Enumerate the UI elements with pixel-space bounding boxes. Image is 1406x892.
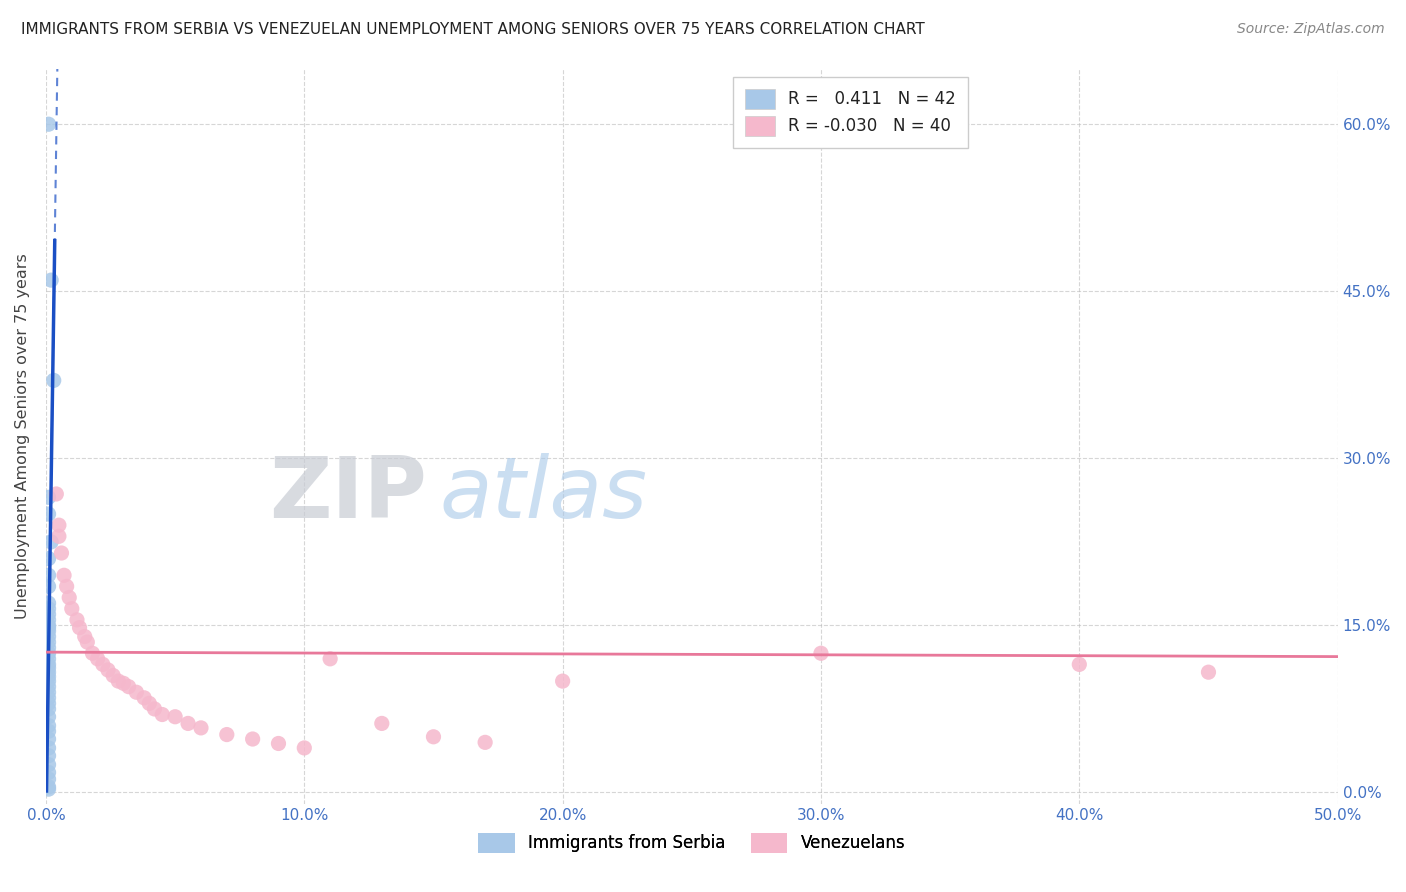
Point [38, 646, 60, 660]
Point [38, 697, 60, 711]
Point [38, 670, 60, 684]
Point [143, 702, 166, 716]
Point [38, 685, 60, 699]
Point [1069, 657, 1091, 672]
Point [82, 646, 104, 660]
Point [91, 657, 114, 672]
Point [38, 772, 60, 786]
Point [69, 621, 91, 635]
Point [38, 724, 60, 739]
Point [48, 518, 70, 533]
Point [51, 546, 73, 560]
Point [292, 740, 315, 755]
Text: atlas: atlas [440, 453, 648, 536]
Point [138, 697, 160, 711]
Point [38, 657, 60, 672]
Point [1198, 665, 1220, 680]
Point [58, 591, 80, 605]
Point [38, 731, 60, 746]
Point [190, 721, 212, 735]
Point [38, 652, 60, 666]
Point [38, 710, 60, 724]
Point [76, 635, 98, 649]
Point [38, 596, 60, 610]
Point [38, 624, 60, 638]
Point [48, 529, 70, 543]
Point [474, 735, 496, 749]
Point [39, 534, 62, 549]
Point [38, 782, 60, 797]
Point [53, 568, 76, 582]
Point [38, 621, 60, 635]
Point [97, 663, 120, 677]
Point [38, 757, 60, 772]
Point [107, 674, 129, 689]
Point [38, 618, 60, 632]
Point [267, 736, 290, 750]
Point [38, 630, 60, 644]
Legend: Immigrants from Serbia, Venezuelans: Immigrants from Serbia, Venezuelans [470, 824, 914, 862]
Text: IMMIGRANTS FROM SERBIA VS VENEZUELAN UNEMPLOYMENT AMONG SENIORS OVER 75 YEARS CO: IMMIGRANTS FROM SERBIA VS VENEZUELAN UNE… [21, 22, 925, 37]
Point [319, 652, 342, 666]
Point [165, 710, 187, 724]
Point [38, 635, 60, 649]
Point [38, 690, 60, 705]
Point [134, 690, 156, 705]
Point [38, 491, 60, 505]
Text: Source: ZipAtlas.com: Source: ZipAtlas.com [1237, 22, 1385, 37]
Point [38, 568, 60, 582]
Point [45, 487, 67, 501]
Point [38, 601, 60, 615]
Point [60, 601, 83, 615]
Point [177, 716, 200, 731]
Point [38, 740, 60, 755]
Text: ZIP: ZIP [270, 453, 427, 536]
Point [38, 117, 60, 131]
Point [38, 665, 60, 680]
Point [42, 373, 65, 387]
Point [38, 551, 60, 566]
Point [117, 680, 139, 694]
Point [38, 640, 60, 655]
Point [422, 730, 444, 744]
Point [39, 273, 62, 287]
Point [101, 668, 124, 682]
Point [38, 613, 60, 627]
Point [38, 702, 60, 716]
Point [38, 674, 60, 689]
Point [38, 719, 60, 733]
Point [215, 728, 238, 742]
Point [371, 716, 394, 731]
Point [38, 507, 60, 521]
Point [38, 765, 60, 780]
Point [112, 676, 135, 690]
Point [38, 607, 60, 622]
Point [551, 674, 574, 689]
Point [38, 680, 60, 694]
Point [55, 579, 77, 593]
Point [38, 780, 60, 794]
Point [242, 731, 264, 746]
Point [38, 748, 60, 763]
Point [125, 685, 148, 699]
Point [66, 613, 89, 627]
Point [38, 661, 60, 675]
Point [73, 630, 96, 644]
Point [810, 646, 832, 660]
Y-axis label: Unemployment Among Seniors over 75 years: Unemployment Among Seniors over 75 years [15, 253, 30, 619]
Point [86, 652, 108, 666]
Point [150, 707, 173, 722]
Point [38, 579, 60, 593]
